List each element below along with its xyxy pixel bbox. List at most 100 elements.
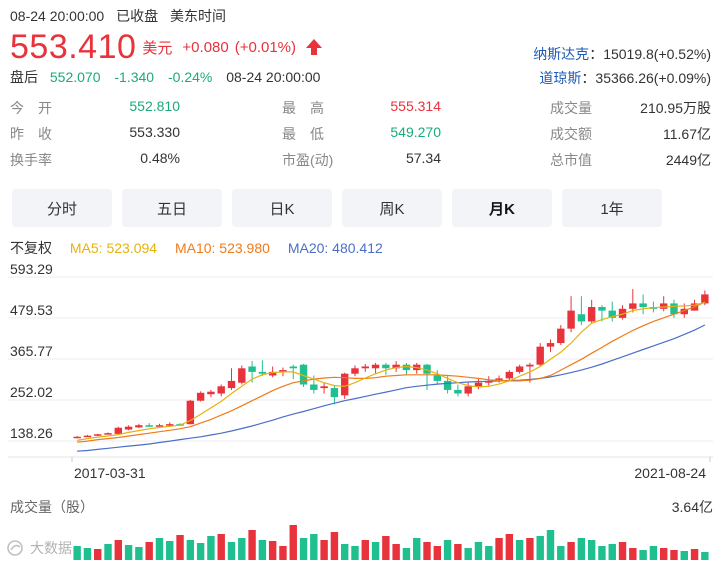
volume-bar: [279, 546, 287, 560]
volume-bar: [114, 540, 123, 560]
volume-bar: [701, 552, 709, 560]
price-change: +0.080: [182, 38, 229, 56]
candle-body: [495, 378, 503, 380]
y-tick-label: 138.26: [10, 425, 53, 441]
volume-max-label: 3.64亿: [671, 499, 713, 515]
volume-bar: [361, 540, 369, 560]
volume-bar: [618, 542, 627, 560]
volume-bar: [73, 546, 81, 560]
tab-daily-k[interactable]: 日K: [232, 189, 332, 227]
index-name: 纳斯达克: [533, 46, 590, 62]
index-dow[interactable]: 道琼斯：35366.26(+0.09%): [539, 70, 711, 86]
candlestick-chart[interactable]: 593.29 479.53 365.77 252.02 138.26 2017-03-31…: [0, 264, 723, 496]
stat-value-market-cap: 2449亿: [665, 152, 711, 168]
candle-body: [659, 303, 668, 309]
y-tick-label: 252.02: [10, 384, 53, 400]
volume-label: 成交量（股）: [10, 499, 94, 515]
after-hours-price: 552.070: [49, 69, 101, 85]
stat-label-prev-close: 昨 收: [10, 126, 52, 142]
after-hours-row: 盘后 552.070 -1.340 -0.24% 08-24 20:00:00: [10, 67, 320, 87]
volume-bar: [464, 548, 472, 560]
volume-bar: [505, 534, 514, 560]
candle-body: [258, 371, 267, 374]
volume-bar: [351, 546, 359, 560]
tab-intraday[interactable]: 分时: [12, 189, 112, 227]
index-nasdaq[interactable]: 纳斯达克：15019.8(+0.52%): [533, 46, 711, 62]
stat-value-low: 549.270: [390, 124, 441, 140]
candle-body: [217, 386, 225, 394]
candle-body: [135, 425, 143, 428]
tab-monthly-k[interactable]: 月K: [452, 189, 552, 227]
volume-bar: [186, 540, 195, 560]
volume-bar: [577, 538, 586, 560]
after-hours-label: 盘后: [10, 69, 38, 85]
candle-body: [670, 303, 678, 315]
candle-body: [680, 308, 688, 315]
candle-body: [526, 364, 534, 367]
candle-body: [310, 384, 318, 390]
volume-bar: [495, 538, 503, 560]
adjust-mode-selector[interactable]: 不复权: [10, 240, 52, 256]
volume-bar: [340, 544, 349, 560]
stats-row-3: 换手率 0.48% 市盈(动) 57.34 总市值 2449亿: [10, 150, 715, 176]
volume-bar: [567, 542, 575, 560]
volume-bar: [166, 541, 174, 560]
volume-bar: [515, 540, 524, 560]
stat-label-open: 今 开: [10, 100, 52, 116]
price-change-percent: (+0.01%): [234, 38, 297, 56]
candle-body: [268, 371, 277, 376]
volume-bar: [382, 536, 390, 560]
tab-weekly-k[interactable]: 周K: [342, 189, 442, 227]
tab-one-year[interactable]: 1年: [562, 189, 662, 227]
candle-body: [443, 380, 452, 390]
candle-body: [104, 433, 112, 435]
candle-body: [423, 364, 431, 374]
index-value: 15019.8(+0.52%): [603, 46, 711, 62]
ma20-line: [77, 324, 706, 452]
candle-body: [639, 303, 647, 308]
y-tick-label: 593.29: [10, 264, 53, 277]
candle-body: [114, 427, 123, 434]
candle-body: [557, 328, 565, 344]
ma5-legend: MA5: 523.094: [69, 240, 158, 256]
volume-bar: [238, 538, 246, 560]
price-row: 553.410 美元 +0.080 (+0.01%): [10, 27, 324, 67]
volume-bar: [423, 542, 431, 560]
volume-bar: [268, 541, 277, 560]
volume-bar: [94, 549, 102, 560]
y-tick-label: 365.77: [10, 343, 53, 359]
after-hours-change: -1.340: [114, 69, 155, 85]
candle-body: [166, 424, 174, 426]
quote-datetime: 08-24 20:00:00: [10, 8, 105, 24]
candle-body: [248, 366, 256, 372]
tab-five-day[interactable]: 五日: [122, 189, 222, 227]
candle-body: [186, 400, 195, 425]
candle-body: [454, 389, 462, 394]
volume-bar: [135, 547, 143, 560]
candle-body: [124, 426, 133, 430]
volume-bar: [474, 542, 483, 560]
stat-value-pe: 57.34: [405, 150, 441, 166]
candle-body: [227, 380, 236, 389]
watermark: 大数据: [6, 538, 72, 558]
stat-value-turnover: 0.48%: [140, 150, 180, 166]
volume-bar: [145, 542, 153, 560]
candle-body: [433, 375, 442, 381]
ma-legend: 不复权 MA5: 523.094 MA10: 523.980 MA20: 480…: [10, 238, 397, 258]
candle-body: [330, 388, 339, 398]
volume-bar: [320, 540, 328, 560]
ma20-legend: MA20: 480.412: [287, 240, 383, 256]
stat-value-volume: 210.95万股: [640, 100, 711, 116]
candle-body: [371, 364, 380, 369]
index-name: 道琼斯: [539, 70, 582, 86]
volume-bar: [608, 544, 616, 560]
candle-body: [207, 391, 215, 395]
stat-label-turnover: 换手率: [10, 152, 52, 168]
stat-label-pe: 市盈(动): [282, 152, 334, 168]
candle-body: [515, 366, 524, 372]
candle-body: [155, 425, 164, 427]
volume-chart[interactable]: [0, 518, 723, 560]
candle-body: [279, 370, 287, 372]
volume-bar: [227, 542, 236, 560]
volume-bar: [546, 530, 555, 560]
